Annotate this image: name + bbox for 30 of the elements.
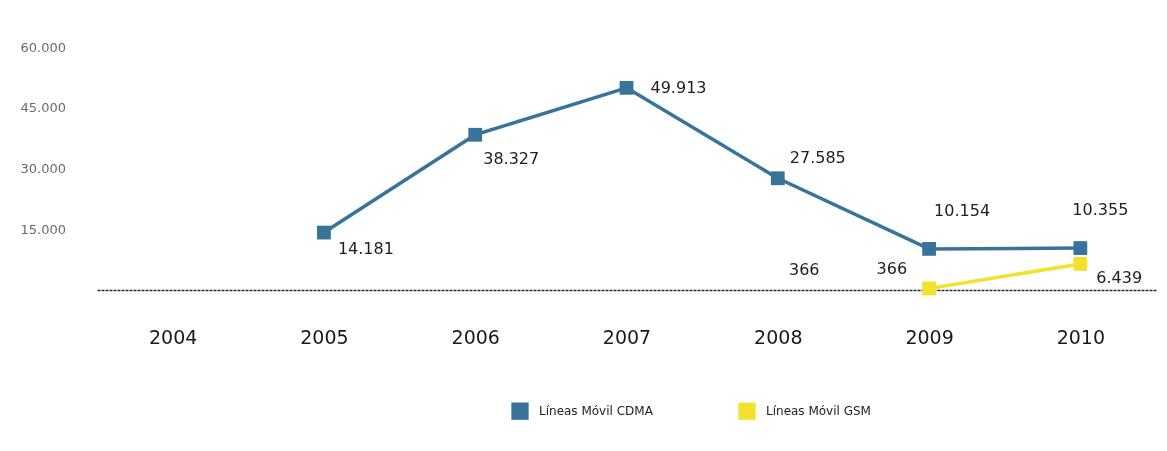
- x-tick-label: 2006: [451, 325, 500, 348]
- annotation: 366: [789, 260, 820, 279]
- x-tick-label: 2004: [148, 325, 198, 348]
- x-tick-label: 2007: [602, 325, 652, 348]
- x-tick-label: 2008: [754, 325, 803, 348]
- y-tick-label: 45.000: [20, 100, 66, 116]
- point: [922, 281, 936, 296]
- y-tick-label: 15.000: [20, 221, 66, 237]
- point: [619, 80, 634, 95]
- data-label: 14.181: [337, 238, 394, 258]
- data-label: 366: [876, 258, 908, 278]
- point: [317, 225, 331, 240]
- data-label: 6.439: [1096, 267, 1143, 287]
- legend-label: Líneas Móvil GSM: [766, 404, 871, 419]
- point: [770, 171, 785, 186]
- point: [468, 127, 483, 142]
- point: [1073, 241, 1088, 255]
- point: [1073, 257, 1088, 271]
- y-tick-label: 60.000: [20, 39, 66, 55]
- data-label: 10.355: [1072, 200, 1129, 220]
- y-tick-label: 30.000: [20, 161, 66, 176]
- x-tick-label: 2005: [300, 325, 349, 348]
- data-label: 49.913: [650, 77, 707, 97]
- legend-label: Líneas Móvil CDMA: [539, 404, 654, 419]
- data-label: 10.154: [934, 200, 991, 220]
- data-label: 38.327: [483, 148, 540, 168]
- x-tick-label: 2010: [1056, 325, 1106, 348]
- point: [922, 241, 936, 256]
- x-tick-label: 2009: [905, 325, 954, 348]
- data-label: 27.585: [789, 148, 846, 168]
